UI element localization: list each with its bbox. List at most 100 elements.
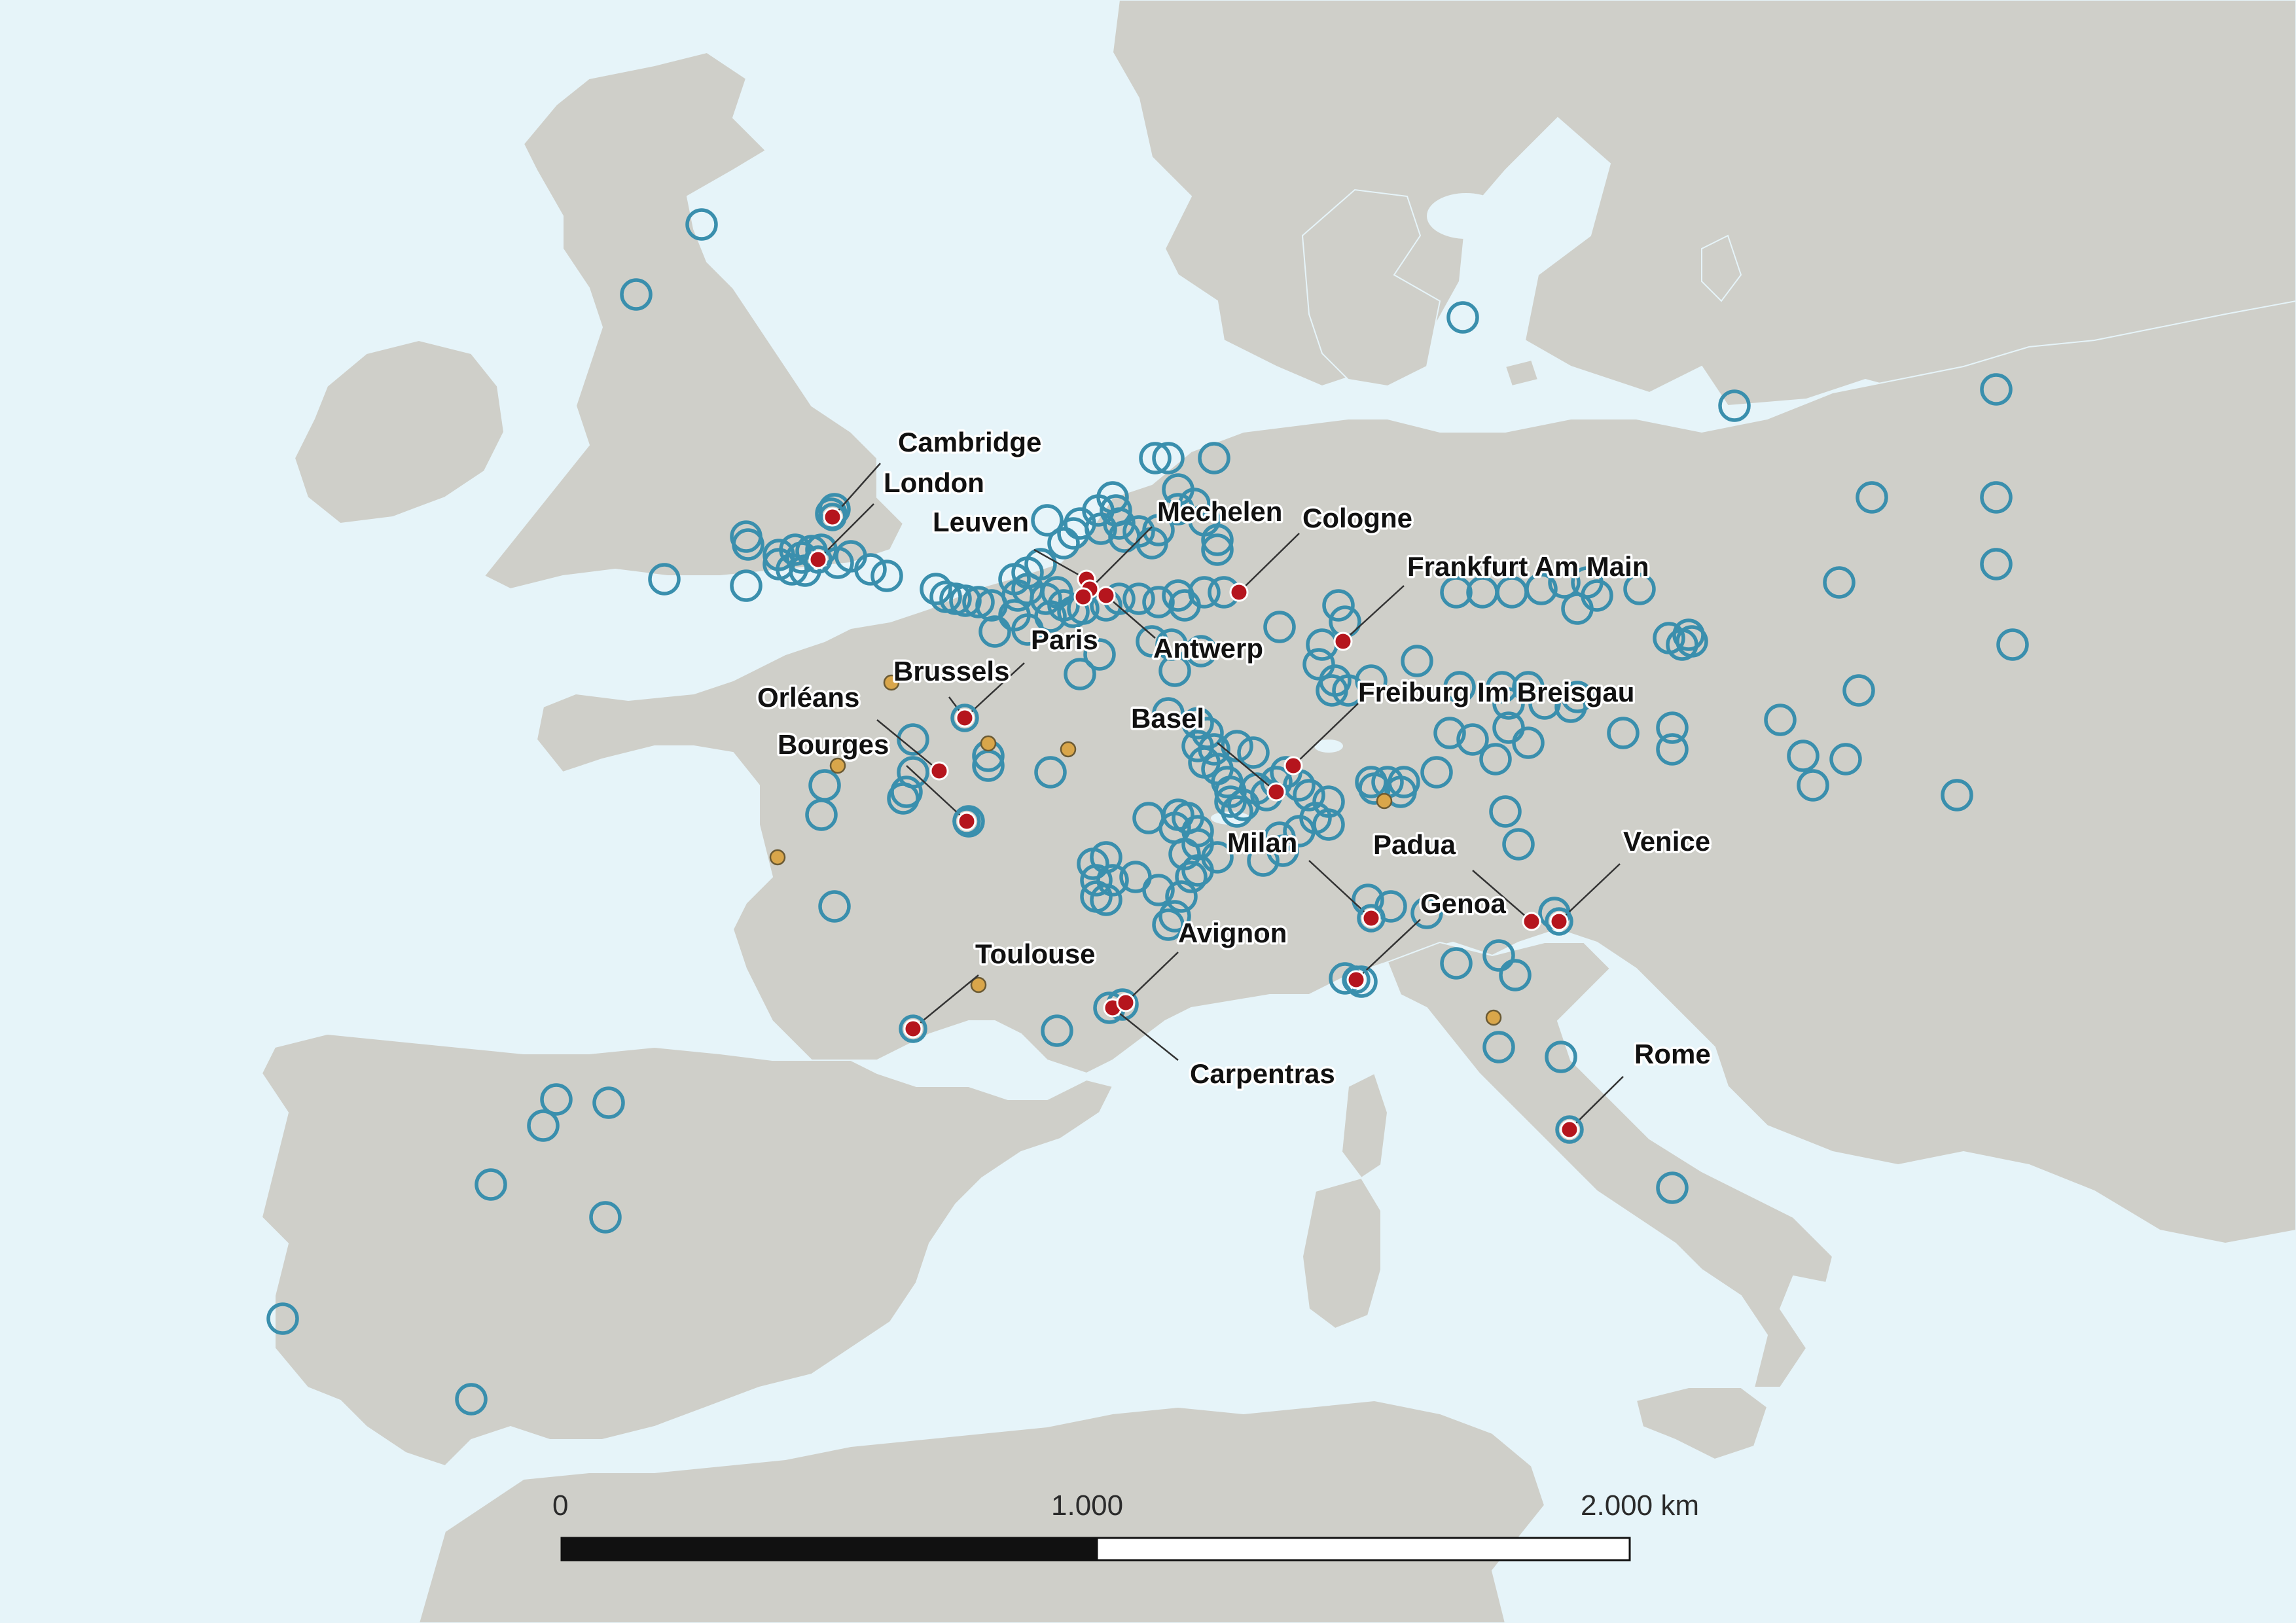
open-location-marker[interactable] xyxy=(1856,481,1888,514)
minor-location-marker[interactable] xyxy=(970,976,987,993)
open-location-marker[interactable] xyxy=(1201,524,1234,556)
minor-location-marker[interactable] xyxy=(1376,793,1393,810)
open-location-marker[interactable] xyxy=(1175,861,1208,893)
open-location-marker[interactable] xyxy=(1237,736,1270,769)
open-location-marker[interactable] xyxy=(685,208,718,241)
marker-brussels-center[interactable] xyxy=(1073,587,1093,607)
open-location-marker[interactable] xyxy=(1548,566,1581,599)
open-location-marker[interactable] xyxy=(818,890,851,923)
open-location-marker[interactable] xyxy=(887,782,920,815)
open-location-marker[interactable] xyxy=(1263,821,1296,854)
open-location-marker[interactable] xyxy=(870,560,903,592)
open-location-marker[interactable] xyxy=(1787,740,1820,772)
open-location-marker[interactable] xyxy=(1155,628,1188,661)
marker-venice[interactable] xyxy=(1549,912,1569,931)
marker-cologne[interactable] xyxy=(1229,582,1249,602)
open-location-marker[interactable] xyxy=(592,1086,625,1119)
marker-basel[interactable] xyxy=(1266,782,1286,802)
marker-rome[interactable] xyxy=(1560,1120,1579,1139)
minor-location-marker[interactable] xyxy=(1485,1009,1502,1026)
open-location-marker[interactable] xyxy=(1528,687,1561,720)
open-location-marker[interactable] xyxy=(1158,654,1191,687)
open-location-marker[interactable] xyxy=(1941,779,1973,812)
open-location-marker[interactable] xyxy=(1083,638,1116,671)
marker-toulouse[interactable] xyxy=(903,1019,923,1039)
open-location-marker[interactable] xyxy=(1545,1041,1577,1073)
open-location-marker[interactable] xyxy=(1561,681,1594,713)
open-location-marker[interactable] xyxy=(1607,717,1640,749)
marker-antwerp[interactable] xyxy=(1096,586,1116,605)
open-location-marker[interactable] xyxy=(1152,442,1185,474)
open-location-marker[interactable] xyxy=(1489,795,1522,828)
marker-milan[interactable] xyxy=(1361,908,1381,928)
open-location-marker[interactable] xyxy=(1482,939,1515,972)
open-location-marker[interactable] xyxy=(266,1302,299,1335)
marker-cambridge[interactable] xyxy=(823,507,842,527)
open-location-marker[interactable] xyxy=(1047,527,1080,560)
open-location-marker[interactable] xyxy=(1198,442,1230,474)
open-location-marker[interactable] xyxy=(1479,743,1512,776)
open-location-marker[interactable] xyxy=(1718,389,1751,422)
open-location-marker[interactable] xyxy=(1041,1014,1073,1047)
open-location-marker[interactable] xyxy=(648,563,681,596)
open-location-marker[interactable] xyxy=(920,573,952,605)
open-location-marker[interactable] xyxy=(1433,717,1466,749)
open-location-marker[interactable] xyxy=(1440,576,1473,609)
marker-padua[interactable] xyxy=(1522,912,1541,931)
open-location-marker[interactable] xyxy=(1142,514,1175,546)
marker-orleans[interactable] xyxy=(929,761,949,781)
open-location-marker[interactable] xyxy=(1440,947,1473,980)
open-location-marker[interactable] xyxy=(1512,726,1545,759)
open-location-marker[interactable] xyxy=(1181,707,1214,740)
open-location-marker[interactable] xyxy=(1482,1031,1515,1063)
open-location-marker[interactable] xyxy=(1080,864,1113,897)
open-location-marker[interactable] xyxy=(1034,756,1067,789)
marker-avignon[interactable] xyxy=(1116,993,1136,1012)
open-location-marker[interactable] xyxy=(1401,645,1433,677)
open-location-marker[interactable] xyxy=(1456,723,1489,756)
open-location-marker[interactable] xyxy=(455,1383,488,1416)
open-location-marker[interactable] xyxy=(1270,756,1302,789)
open-location-marker[interactable] xyxy=(1302,648,1335,681)
open-location-marker[interactable] xyxy=(1656,733,1689,766)
open-location-marker[interactable] xyxy=(1221,795,1253,828)
open-location-marker[interactable] xyxy=(1420,756,1453,789)
open-location-marker[interactable] xyxy=(1214,776,1247,808)
open-location-marker[interactable] xyxy=(978,615,1011,648)
open-location-marker[interactable] xyxy=(854,553,887,586)
marker-frankfurt[interactable] xyxy=(1333,632,1353,651)
open-location-marker[interactable] xyxy=(1512,671,1545,704)
open-location-marker[interactable] xyxy=(1221,730,1253,762)
open-location-marker[interactable] xyxy=(1823,566,1856,599)
open-location-marker[interactable] xyxy=(1293,779,1325,812)
open-location-marker[interactable] xyxy=(1165,880,1198,913)
open-location-marker[interactable] xyxy=(897,723,929,756)
open-location-marker[interactable] xyxy=(1191,717,1224,749)
open-location-marker[interactable] xyxy=(1623,573,1656,605)
open-location-marker[interactable] xyxy=(1355,664,1388,697)
open-location-marker[interactable] xyxy=(1090,883,1122,916)
open-location-marker[interactable] xyxy=(1162,493,1194,526)
open-location-marker[interactable] xyxy=(1185,635,1217,668)
open-location-marker[interactable] xyxy=(1122,582,1155,615)
open-location-marker[interactable] xyxy=(732,528,764,561)
open-location-marker[interactable] xyxy=(1152,697,1185,730)
minor-location-marker[interactable] xyxy=(829,757,846,774)
open-location-marker[interactable] xyxy=(1797,769,1829,802)
open-location-marker[interactable] xyxy=(1142,586,1175,618)
open-location-marker[interactable] xyxy=(527,1109,560,1142)
open-location-marker[interactable] xyxy=(1201,533,1234,566)
open-location-marker[interactable] xyxy=(1162,579,1194,612)
open-location-marker[interactable] xyxy=(589,1201,622,1234)
open-location-marker[interactable] xyxy=(1077,847,1109,880)
open-location-marker[interactable] xyxy=(1188,576,1221,609)
open-location-marker[interactable] xyxy=(962,586,995,618)
open-location-marker[interactable] xyxy=(1263,611,1296,643)
marker-genoa[interactable] xyxy=(1346,970,1366,990)
open-location-marker[interactable] xyxy=(1064,507,1096,540)
open-location-marker[interactable] xyxy=(805,798,838,831)
open-location-marker[interactable] xyxy=(620,278,653,311)
marker-paris[interactable] xyxy=(955,708,975,728)
open-location-marker[interactable] xyxy=(1492,687,1525,720)
open-location-marker[interactable] xyxy=(1096,864,1129,897)
